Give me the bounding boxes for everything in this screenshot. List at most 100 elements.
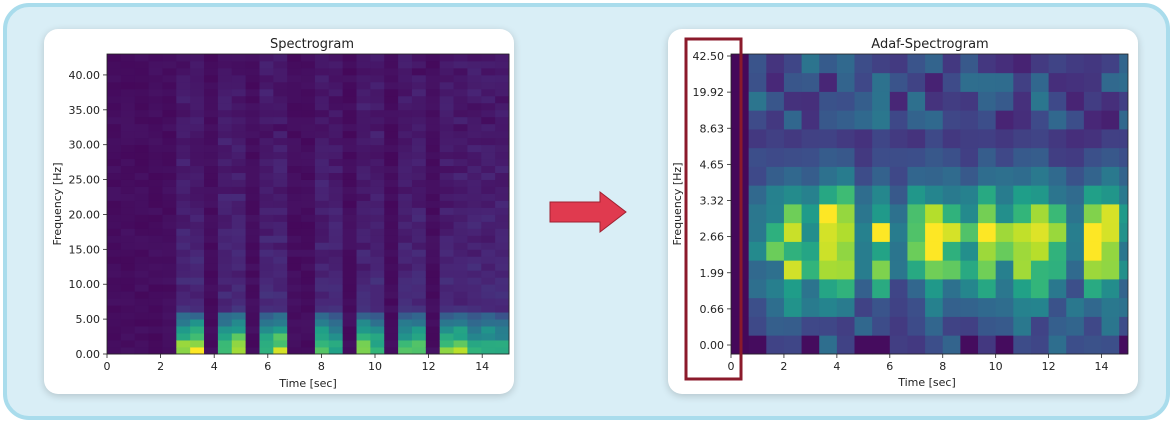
heatmap-cell: [819, 297, 838, 317]
heatmap-cell: [314, 116, 330, 125]
heatmap-cell: [453, 67, 468, 76]
heatmap-cell: [439, 214, 454, 222]
heatmap-cell: [942, 204, 961, 224]
heatmap-cell: [231, 67, 247, 76]
heatmap-cell: [231, 291, 247, 299]
heatmap-cell: [162, 186, 177, 194]
heatmap-cell: [801, 91, 820, 111]
heatmap-cell: [398, 284, 413, 292]
heatmap-cell: [259, 347, 274, 355]
heatmap-cell: [889, 166, 908, 186]
heatmap-cell: [190, 172, 205, 180]
heatmap-cell: [1013, 297, 1032, 317]
heatmap-cell: [425, 228, 441, 236]
heatmap-cell: [439, 200, 454, 208]
heatmap-cell: [162, 95, 177, 104]
heatmap-cell: [1048, 147, 1067, 167]
x-tick-label: 14: [1095, 360, 1109, 373]
heatmap-cell: [872, 110, 891, 130]
heatmap-cell: [314, 88, 330, 97]
heatmap-cell: [1030, 54, 1049, 74]
heatmap-cell: [370, 333, 385, 341]
heatmap-cell: [287, 256, 302, 264]
heatmap-cell: [370, 298, 385, 306]
heatmap-cell: [453, 130, 468, 139]
heatmap-cell: [176, 333, 191, 341]
heatmap-cell: [467, 172, 482, 180]
heatmap-cell: [328, 60, 344, 69]
heatmap-cell: [107, 263, 122, 271]
heatmap-cell: [481, 74, 496, 83]
heatmap-cell: [204, 298, 219, 306]
heatmap-cell: [176, 270, 191, 278]
heatmap-cell: [301, 151, 316, 160]
heatmap-cell: [120, 284, 136, 292]
heatmap-cell: [231, 102, 247, 111]
heatmap-cell: [398, 193, 413, 201]
heatmap-cell: [453, 228, 468, 236]
heatmap-cell: [301, 123, 316, 132]
heatmap-cell: [978, 316, 997, 336]
heatmap-cell: [439, 130, 454, 139]
heatmap-cell: [176, 312, 191, 320]
heatmap-cell: [134, 326, 149, 334]
heatmap-cell: [120, 116, 136, 125]
heatmap-cell: [245, 116, 260, 125]
heatmap-cell: [411, 249, 427, 257]
heatmap-cell: [889, 260, 908, 280]
heatmap-cell: [836, 316, 855, 336]
heatmap-cell: [370, 116, 385, 125]
heatmap-cell: [231, 347, 247, 355]
heatmap-cell: [1066, 279, 1085, 299]
heatmap-cell: [978, 54, 997, 74]
heatmap-cell: [176, 256, 191, 264]
heatmap-cell: [314, 277, 330, 285]
heatmap-cell: [245, 242, 260, 250]
heatmap-cell: [231, 249, 247, 257]
heatmap-cell: [439, 235, 454, 243]
heatmap-cell: [889, 279, 908, 299]
heatmap-cell: [287, 270, 302, 278]
heatmap-cell: [190, 179, 205, 187]
heatmap-cell: [217, 312, 233, 320]
heatmap-cell: [766, 91, 785, 111]
x-tick-label: 6: [886, 360, 893, 373]
heatmap-cell: [836, 222, 855, 242]
heatmap-cell: [287, 67, 302, 76]
heatmap-cell: [314, 81, 330, 90]
heatmap-cell: [925, 91, 944, 111]
heatmap-cell: [467, 256, 482, 264]
heatmap-cell: [287, 214, 302, 222]
heatmap-cell: [495, 74, 510, 83]
heatmap-cell: [259, 186, 274, 194]
adaf-spectrogram-card: Adaf-Spectrogram 0 2 4 6 8 10 12 14 0.00 0.66 1.9…: [668, 29, 1138, 394]
heatmap-cell: [960, 185, 979, 205]
heatmap-cell: [1083, 335, 1102, 355]
heatmap-cell: [231, 165, 247, 174]
heatmap-cell: [162, 333, 177, 341]
heatmap-cell: [925, 241, 944, 261]
heatmap-cell: [495, 54, 510, 62]
heatmap-cell: [148, 277, 163, 285]
x-tick-label: 0: [104, 360, 111, 373]
heatmap-cell: [411, 137, 427, 146]
heatmap-cell: [356, 298, 371, 306]
heatmap-cell: [398, 277, 413, 285]
heatmap-cell: [120, 228, 136, 236]
heatmap-cell: [836, 204, 855, 224]
heatmap-cell: [439, 298, 454, 306]
heatmap-cell: [425, 214, 441, 222]
heatmap-cell: [467, 312, 482, 320]
heatmap-cell: [148, 333, 163, 341]
heatmap-cell: [176, 102, 191, 111]
heatmap-cell: [120, 333, 136, 341]
heatmap-cell: [495, 123, 510, 132]
heatmap-cell: [439, 326, 454, 334]
heatmap-cell: [190, 228, 205, 236]
x-tick-label: 8: [939, 360, 946, 373]
y-tick-label: 15.00: [69, 243, 101, 256]
heatmap-cell: [1030, 185, 1049, 205]
heatmap-cell: [217, 256, 233, 264]
heatmap-cell: [190, 95, 205, 104]
heatmap-cell: [148, 263, 163, 271]
